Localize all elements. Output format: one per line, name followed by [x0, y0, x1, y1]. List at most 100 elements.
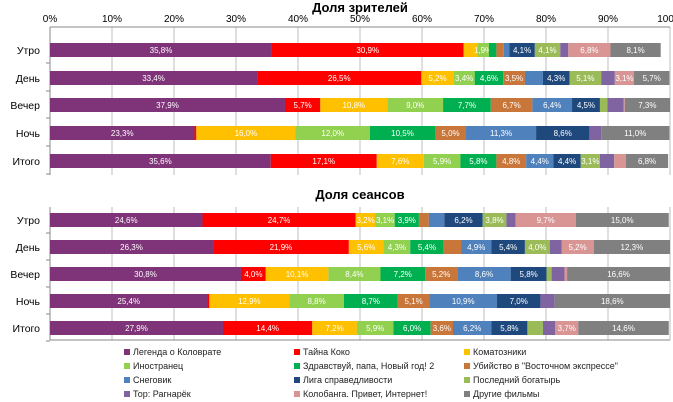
bar-segment [289, 294, 344, 308]
data-label: 35,8% [150, 46, 173, 55]
bar-segment [383, 240, 411, 254]
data-label: 10,1% [286, 270, 309, 279]
bar-segment [320, 98, 388, 112]
data-label: 9,7% [537, 216, 555, 225]
data-label: 10,5% [391, 129, 414, 138]
data-label: 6,8% [638, 157, 656, 166]
bar-segment [625, 154, 669, 168]
bar-segment [376, 154, 424, 168]
legend-item: Тайна Коко [294, 345, 464, 358]
data-label: 12,0% [321, 129, 344, 138]
data-label: 11,3% [490, 129, 512, 138]
bar-segment [496, 154, 527, 168]
bar-segment [509, 43, 535, 57]
bar-segment [380, 267, 426, 281]
bar-segment [453, 321, 492, 335]
bar-segment [490, 98, 533, 112]
legend-swatch [294, 362, 300, 369]
legend-item: Последний богатырь [464, 373, 644, 386]
bar-segment [369, 126, 436, 140]
bar-segment [50, 267, 241, 281]
data-label: 3,1% [376, 216, 394, 225]
bar-segment [50, 154, 271, 168]
data-label: 5,1% [576, 74, 594, 83]
bar-segment [560, 43, 569, 57]
bar-segment [375, 213, 395, 227]
bar-segment [457, 267, 511, 281]
data-label: 5,0% [441, 129, 459, 138]
data-label: 18,6% [601, 297, 624, 306]
data-label: 4,4% [558, 157, 576, 166]
category-label: Итого [12, 323, 40, 335]
data-label: 9,0% [406, 101, 424, 110]
data-label: 5,9% [433, 157, 451, 166]
data-label: 4,3% [547, 74, 565, 83]
x-tick-label: 10% [102, 14, 122, 25]
bar-segment [194, 126, 197, 140]
legend-label: Колобанга. Привет, Интернет! [303, 388, 428, 399]
bar-segment [50, 71, 258, 85]
legend-label: Иностранец [133, 360, 184, 371]
bar-segment [463, 43, 478, 57]
bar-segment [491, 240, 525, 254]
data-label: 5,8% [500, 324, 518, 333]
data-label: 4,5% [577, 101, 595, 110]
bar-segment [555, 321, 579, 335]
data-label: 7,2% [394, 270, 412, 279]
data-label: 12,9% [238, 297, 261, 306]
legend-item: Тор: Рагнарёк [124, 387, 294, 400]
data-label: 4,4% [531, 157, 549, 166]
bar-segment [524, 240, 550, 254]
legend-item: Убийство в "Восточном экспрессе" [464, 359, 644, 372]
legend-item: Легенда о Коловрате [124, 345, 294, 358]
bar-segment [50, 240, 214, 254]
bar-segment [526, 154, 554, 168]
bar-segment [542, 321, 556, 335]
data-label: 3,7% [558, 324, 576, 333]
bar-segment [461, 240, 492, 254]
bar-segment [614, 71, 635, 85]
bar-segment [410, 240, 444, 254]
bar-segment [348, 240, 384, 254]
data-label: 3,4% [455, 74, 473, 83]
bar-segment [50, 213, 203, 227]
legend-swatch [124, 390, 130, 397]
bar-segment [491, 321, 528, 335]
chart-title-viewers: Доля зрителей [312, 0, 408, 15]
x-tick-label: 100% [657, 14, 673, 25]
category-label: Вечер [10, 269, 40, 281]
data-label: 27,9% [125, 324, 148, 333]
data-label: 24,7% [268, 216, 291, 225]
data-label: 1,9% [474, 46, 492, 55]
data-label: 4,1% [513, 46, 531, 55]
x-tick-label: 0% [43, 14, 58, 25]
bar-segment [524, 71, 543, 85]
data-label: 10,8% [342, 101, 365, 110]
data-label: 3,9% [398, 216, 416, 225]
legend-label: Снеговик [133, 374, 172, 385]
data-label: 3,8% [485, 216, 503, 225]
legend-item: Снеговик [124, 373, 294, 386]
data-label: 21,9% [270, 243, 293, 252]
bar-segment [503, 71, 525, 85]
data-label: 3,5% [505, 74, 523, 83]
bar-segment [503, 43, 510, 57]
data-label: 5,8% [520, 270, 538, 279]
data-label: 14,6% [612, 324, 635, 333]
bar-segment [202, 213, 356, 227]
data-label: 4,0% [528, 243, 546, 252]
bar-segment [546, 267, 552, 281]
data-label: 6,8% [580, 46, 598, 55]
bar-segment [240, 267, 266, 281]
data-label: 3,6% [433, 324, 451, 333]
data-label: 8,1% [626, 46, 644, 55]
bar-segment [549, 240, 562, 254]
data-label: 6,4% [543, 101, 561, 110]
bar-segment [564, 267, 568, 281]
x-tick-label: 40% [288, 14, 308, 25]
bar-segment [575, 213, 669, 227]
legend-swatch [464, 362, 470, 369]
data-label: 11,0% [624, 129, 646, 138]
bar-segment [209, 294, 290, 308]
legend-item: Другие фильмы [464, 387, 644, 400]
